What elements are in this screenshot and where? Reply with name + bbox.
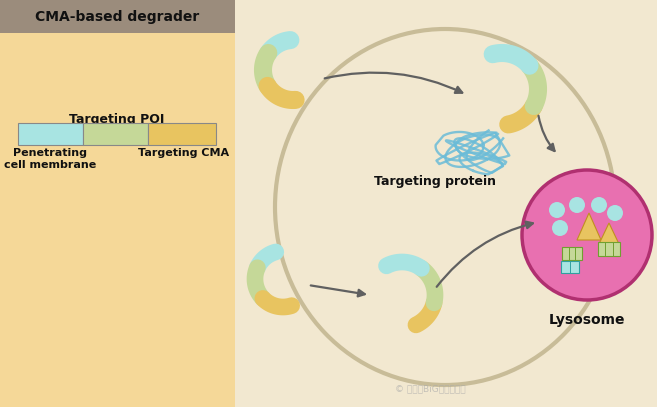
Text: Targeting CMA: Targeting CMA <box>138 148 229 158</box>
Circle shape <box>522 170 652 300</box>
Bar <box>598 242 620 256</box>
Bar <box>83 123 148 145</box>
Bar <box>561 261 579 273</box>
Text: Targeting protein: Targeting protein <box>374 175 496 188</box>
Circle shape <box>607 205 623 221</box>
Circle shape <box>552 220 568 236</box>
Bar <box>18 123 83 145</box>
Bar <box>148 123 216 145</box>
Polygon shape <box>599 223 619 244</box>
Circle shape <box>549 202 565 218</box>
Text: © 雪球：BiG生物创新社: © 雪球：BiG生物创新社 <box>395 385 465 394</box>
Text: Targeting POI: Targeting POI <box>69 114 165 127</box>
Bar <box>562 247 582 260</box>
Text: CMA-based degrader: CMA-based degrader <box>35 10 199 24</box>
Text: Penetrating
cell membrane: Penetrating cell membrane <box>5 148 97 170</box>
Circle shape <box>569 197 585 213</box>
Bar <box>0 0 235 407</box>
Text: Lysosome: Lysosome <box>549 313 625 327</box>
Circle shape <box>591 197 607 213</box>
Polygon shape <box>577 213 601 240</box>
Bar <box>0 0 235 33</box>
